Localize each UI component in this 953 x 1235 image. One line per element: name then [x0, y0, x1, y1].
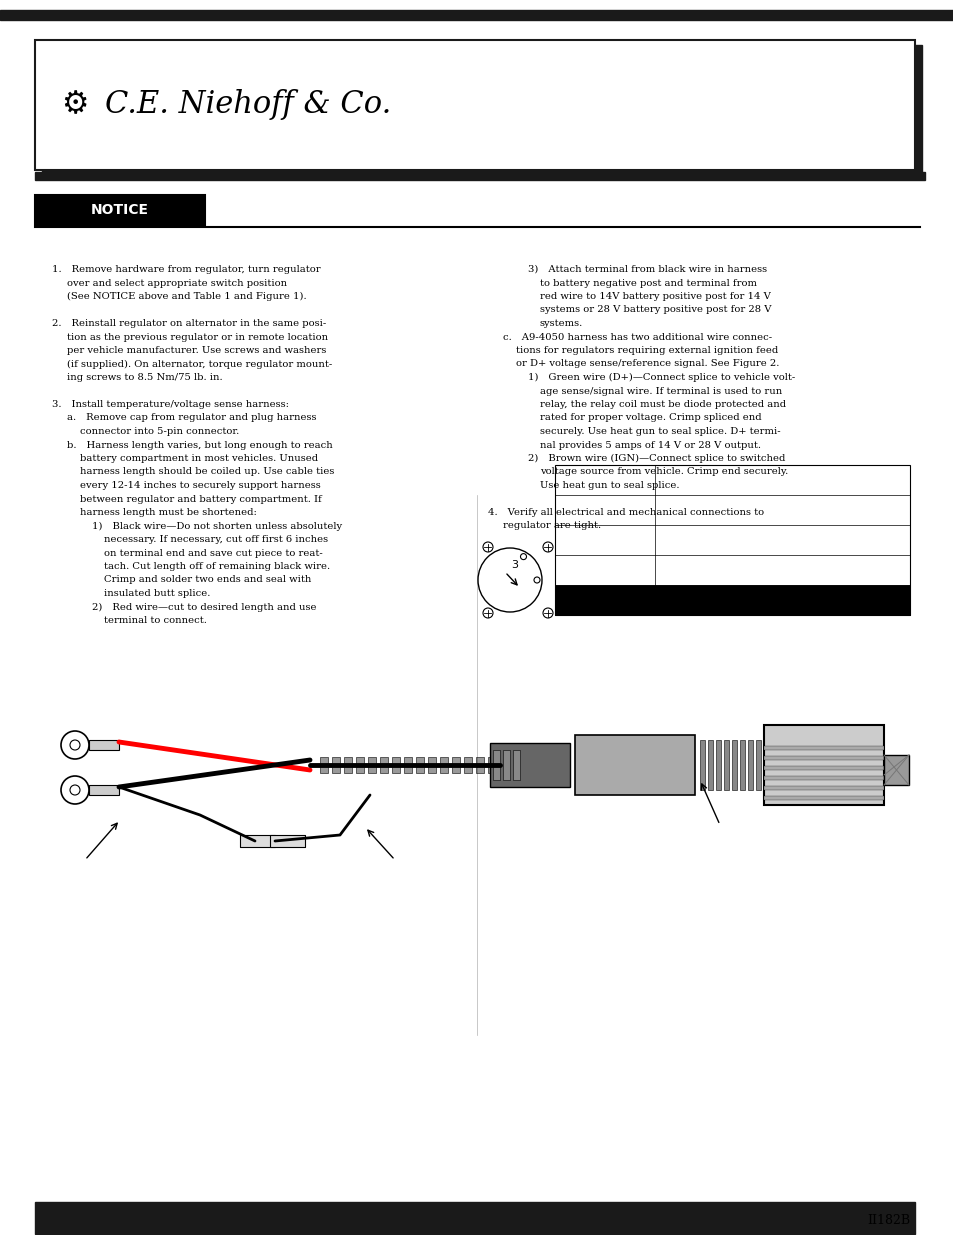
Text: 4. Verify all electrical and mechanical connections to: 4. Verify all electrical and mechanical … [488, 508, 763, 517]
Text: 2) Brown wire (IGN)—Connect splice to switched: 2) Brown wire (IGN)—Connect splice to sw… [527, 454, 784, 463]
Text: 3) Attach terminal from black wire in harness: 3) Attach terminal from black wire in ha… [527, 266, 766, 274]
Text: nal provides 5 amps of 14 V or 28 V output.: nal provides 5 amps of 14 V or 28 V outp… [539, 441, 760, 450]
Text: tion as the previous regulator or in remote location: tion as the previous regulator or in rem… [67, 332, 328, 342]
Bar [555, 466, 909, 615]
Bar [452, 757, 459, 773]
Text: a. Remove cap from regulator and plug harness: a. Remove cap from regulator and plug ha… [67, 414, 316, 422]
Text: securely. Use heat gun to seal splice. D+ termi-: securely. Use heat gun to seal splice. D… [539, 427, 780, 436]
Text: to battery negative post and terminal from: to battery negative post and terminal fr… [539, 279, 757, 288]
Text: insulated butt splice.: insulated butt splice. [104, 589, 211, 598]
Bar [392, 757, 399, 773]
Text: ⚙: ⚙ [61, 90, 89, 120]
Bar [42, 44, 921, 175]
Bar [723, 740, 728, 790]
Bar [763, 785, 883, 790]
Bar [463, 757, 472, 773]
Bar [502, 750, 510, 781]
Text: 2. Reinstall regulator on alternator in the same posi-: 2. Reinstall regulator on alternator in … [52, 319, 326, 329]
Text: Use heat gun to seal splice.: Use heat gun to seal splice. [539, 480, 679, 490]
Text: on terminal end and save cut piece to reat-: on terminal end and save cut piece to re… [104, 548, 322, 557]
Text: voltage source from vehicle. Crimp end securely.: voltage source from vehicle. Crimp end s… [539, 468, 787, 477]
Bar [270, 835, 305, 847]
Bar [379, 757, 388, 773]
Text: 3: 3 [511, 559, 518, 571]
Text: relay, the relay coil must be diode protected and: relay, the relay coil must be diode prot… [539, 400, 785, 409]
Bar [416, 757, 423, 773]
Bar [763, 766, 883, 769]
Text: connector into 5-pin connector.: connector into 5-pin connector. [80, 427, 239, 436]
Text: Crimp and solder two ends and seal with: Crimp and solder two ends and seal with [104, 576, 311, 584]
Text: systems.: systems. [539, 319, 582, 329]
Text: tions for regulators requiring external ignition feed: tions for regulators requiring external … [516, 346, 778, 354]
Text: ing screws to 8.5 Nm/75 lb. in.: ing screws to 8.5 Nm/75 lb. in. [67, 373, 222, 382]
Text: 1) Green wire (D+)—Connect splice to vehicle volt-: 1) Green wire (D+)—Connect splice to veh… [527, 373, 795, 382]
Text: age sense/signal wire. If terminal is used to run: age sense/signal wire. If terminal is us… [539, 387, 781, 395]
Text: 3. Install temperature/voltage sense harness:: 3. Install temperature/voltage sense har… [52, 400, 289, 409]
Text: red wire to 14V battery positive post for 14 V: red wire to 14V battery positive post fo… [539, 291, 770, 301]
Bar [89, 740, 119, 750]
Text: or D+ voltage sense/reference signal. See Figure 2.: or D+ voltage sense/reference signal. Se… [516, 359, 779, 368]
Text: regulator are tight.: regulator are tight. [502, 521, 600, 531]
Bar [0, 10, 953, 20]
Text: 1. Remove hardware from regulator, turn regulator: 1. Remove hardware from regulator, turn … [52, 266, 320, 274]
Bar [403, 757, 412, 773]
Bar [240, 835, 274, 847]
Bar [740, 740, 744, 790]
Bar [493, 750, 499, 781]
Text: 1) Black wire—Do not shorten unless absolutely: 1) Black wire—Do not shorten unless abso… [91, 521, 342, 531]
Text: rated for proper voltage. Crimp spliced end: rated for proper voltage. Crimp spliced … [539, 414, 760, 422]
Bar [35, 40, 914, 170]
Text: necessary. If necessary, cut off first 6 inches: necessary. If necessary, cut off first 6… [104, 535, 328, 543]
Bar [763, 797, 883, 800]
Bar [344, 757, 352, 773]
Bar [319, 757, 328, 773]
Text: c. A9-4050 harness has two additional wire connec-: c. A9-4050 harness has two additional wi… [502, 332, 771, 342]
Bar [35, 172, 924, 180]
Bar [488, 757, 496, 773]
Bar [513, 750, 519, 781]
Text: harness length should be coiled up. Use cable ties: harness length should be coiled up. Use … [80, 468, 334, 477]
Text: terminal to connect.: terminal to connect. [104, 616, 207, 625]
Bar [439, 757, 448, 773]
Bar [700, 740, 704, 790]
Bar [35, 195, 205, 225]
Text: every 12-14 inches to securely support harness: every 12-14 inches to securely support h… [80, 480, 320, 490]
Text: systems or 28 V battery positive post for 28 V: systems or 28 V battery positive post fo… [539, 305, 771, 315]
Text: per vehicle manufacturer. Use screws and washers: per vehicle manufacturer. Use screws and… [67, 346, 326, 354]
Bar [490, 743, 569, 787]
Bar [747, 740, 752, 790]
Bar [707, 740, 712, 790]
Bar [883, 755, 908, 785]
Bar [368, 757, 375, 773]
Bar [763, 725, 883, 805]
Text: over and select appropriate switch position: over and select appropriate switch posit… [67, 279, 287, 288]
Bar [355, 757, 364, 773]
Text: (if supplied). On alternator, torque regulator mount-: (if supplied). On alternator, torque reg… [67, 359, 332, 368]
Bar [716, 740, 720, 790]
Bar [763, 746, 883, 750]
Text: (See NOTICE above and Table 1 and Figure 1).: (See NOTICE above and Table 1 and Figure… [67, 291, 306, 301]
Bar [332, 757, 339, 773]
Text: 2) Red wire—cut to desired length and use: 2) Red wire—cut to desired length and us… [91, 603, 316, 611]
Bar [755, 740, 760, 790]
Bar [35, 1202, 914, 1234]
Bar [89, 785, 119, 795]
Text: b. Harness length varies, but long enough to reach: b. Harness length varies, but long enoug… [67, 441, 333, 450]
Text: between regulator and battery compartment. If: between regulator and battery compartmen… [80, 494, 321, 504]
Bar [731, 740, 737, 790]
Bar [763, 756, 883, 760]
Text: tach. Cut length off of remaining black wire.: tach. Cut length off of remaining black … [104, 562, 330, 571]
Text: NOTICE: NOTICE [91, 203, 149, 217]
Text: harness length must be shortened:: harness length must be shortened: [80, 508, 256, 517]
Bar [428, 757, 436, 773]
Bar [575, 735, 695, 795]
Text: C.E. Niehoff & Co.: C.E. Niehoff & Co. [105, 89, 391, 121]
Bar [555, 585, 909, 615]
Text: battery compartment in most vehicles. Unused: battery compartment in most vehicles. Un… [80, 454, 317, 463]
Bar [476, 757, 483, 773]
Bar [763, 776, 883, 781]
Text: II182B: II182B [866, 1214, 909, 1226]
